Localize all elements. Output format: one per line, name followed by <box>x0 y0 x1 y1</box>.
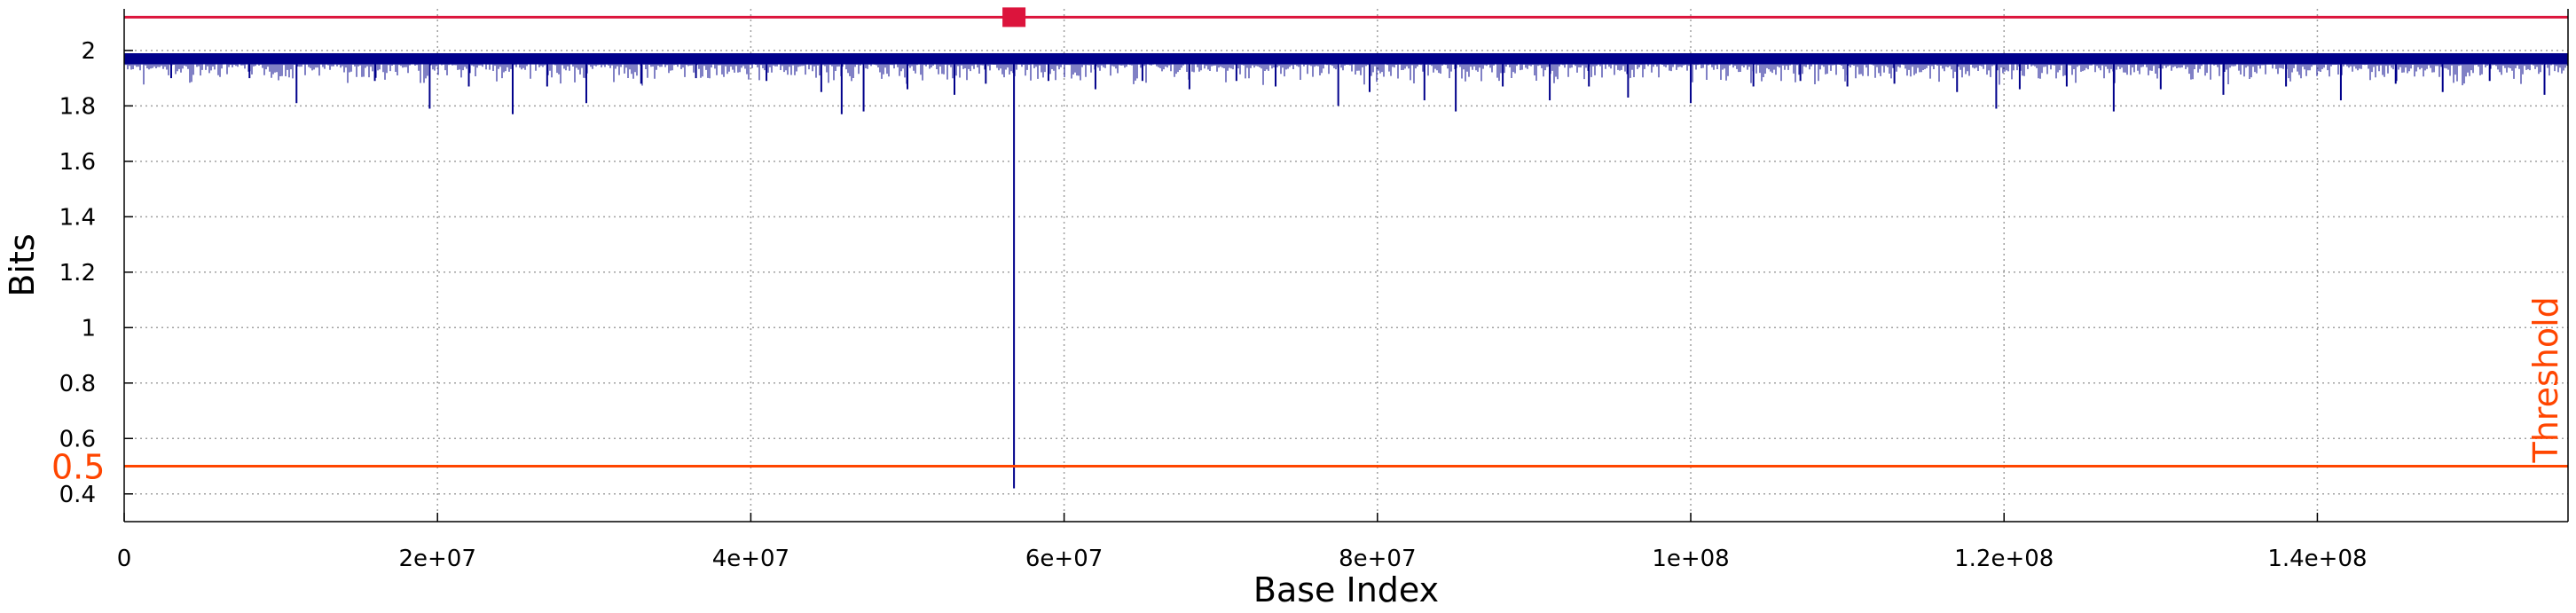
grid-layer <box>124 9 2568 522</box>
x-tick-label: 8e+07 <box>1339 546 1416 572</box>
y-axis-title: Bits <box>3 233 42 296</box>
y-tick-label: 1.6 <box>59 149 96 176</box>
x-tick-label: 1e+08 <box>1652 546 1729 572</box>
y-tick-label: 0.4 <box>59 482 96 508</box>
y-tick-label: 1.2 <box>59 260 96 287</box>
threshold-label: Threshold <box>2526 296 2565 463</box>
x-tick-label: 2e+07 <box>398 546 475 572</box>
plot-frame-layer <box>123 9 2569 523</box>
series-band <box>124 52 2568 65</box>
y-tick-label: 1.8 <box>59 93 96 120</box>
x-axis-title: Base Index <box>1253 570 1439 609</box>
y-tick-label: 2 <box>81 38 96 65</box>
x-tick-label: 0 <box>117 546 132 572</box>
x-tick-label: 1.4e+08 <box>2267 546 2367 572</box>
highlight-marker <box>1002 7 1026 28</box>
threshold-value-label: 0.5 <box>51 448 105 487</box>
y-tick-label: 0.6 <box>59 426 96 452</box>
x-tick-label: 6e+07 <box>1025 546 1103 572</box>
series-layer <box>123 52 2568 489</box>
y-tick-label: 1 <box>81 315 96 342</box>
series-noise <box>123 64 2568 86</box>
y-tick-label: 0.8 <box>59 371 96 397</box>
y-tick-label: 1.4 <box>59 204 96 231</box>
x-tick-label: 4e+07 <box>712 546 789 572</box>
reference-lines-layer: 0.5 Threshold <box>51 7 2568 487</box>
x-tick-label: 1.2e+08 <box>1954 546 2054 572</box>
tick-labels-layer: 0 2e+07 4e+07 6e+07 8e+07 1e+08 1.2e+08 1.4e+08… <box>59 38 2368 572</box>
